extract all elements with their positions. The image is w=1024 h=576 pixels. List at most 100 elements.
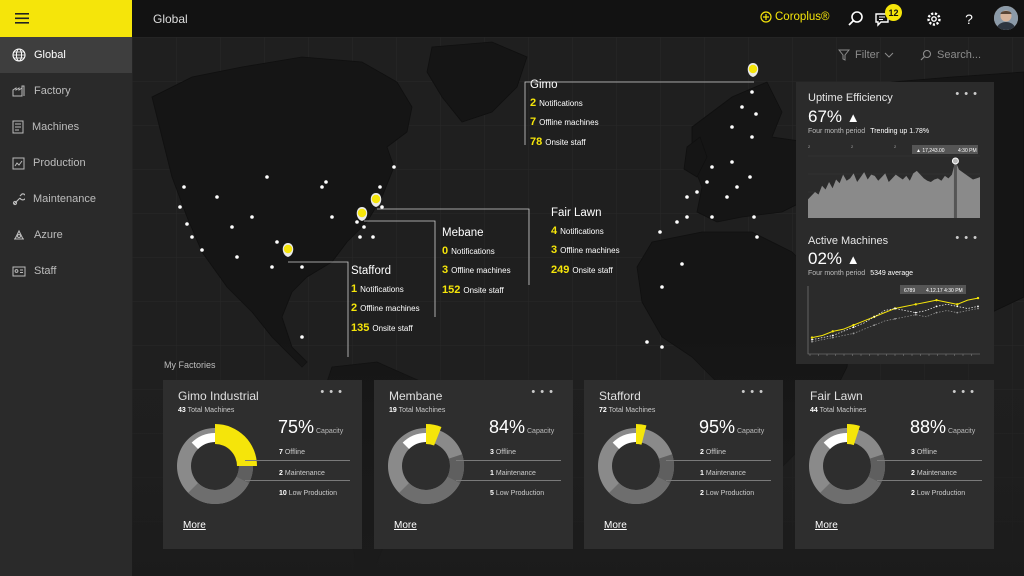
- search-icon[interactable]: [847, 10, 865, 28]
- map-label-gimo: Gimo 2 Notifications 7 Offline machines 78…: [530, 77, 599, 152]
- sidebar-item-factory[interactable]: Factory: [0, 73, 132, 109]
- brand-logo[interactable]: Coroplus®: [760, 11, 830, 23]
- factory-card[interactable]: Stafford 72 Total Machines • • • 95% Cap…: [584, 380, 783, 549]
- filter-icon: [838, 49, 850, 61]
- more-options-button[interactable]: • • •: [320, 386, 343, 398]
- series-point: [914, 311, 917, 314]
- more-options-button[interactable]: • • •: [741, 386, 764, 398]
- city-dot: [705, 180, 709, 184]
- city-dot: [695, 190, 699, 194]
- offline-count: 2: [351, 302, 358, 315]
- staff-label: Onsite staff: [572, 265, 613, 275]
- city-dot: [182, 185, 186, 189]
- low-production-row: 5 Low Production: [490, 490, 544, 497]
- sidebar-item-label: Azure: [34, 229, 63, 241]
- city-dot: [275, 240, 279, 244]
- active-line-chart: 6789 4.12.17 4:30 PM: [807, 285, 980, 356]
- city-dot: [658, 230, 662, 234]
- tooltip-value: 6789: [904, 288, 915, 294]
- factory-name: Fair Lawn: [551, 207, 602, 219]
- city-dot: [710, 215, 714, 219]
- city-dot: [215, 195, 219, 199]
- capacity-donut-chart: [388, 424, 464, 504]
- more-link[interactable]: More: [604, 520, 627, 531]
- offline-row: 2 Offline: [700, 449, 726, 456]
- notifications-count: 0: [442, 245, 449, 257]
- more-options-button[interactable]: • • •: [955, 232, 978, 244]
- series-point: [894, 307, 896, 310]
- sidebar-item-machines[interactable]: Machines: [0, 109, 132, 145]
- sidebar-item-maintenance[interactable]: Maintenance: [0, 181, 132, 217]
- average-note: 5349 average: [870, 270, 914, 277]
- factory-card[interactable]: Membane 19 Total Machines • • • 84% Capa…: [374, 380, 573, 549]
- more-link[interactable]: More: [394, 520, 417, 531]
- trend-note: Trending up 1.78%: [870, 128, 930, 135]
- trend-up-icon: ▲: [846, 252, 860, 267]
- map-pin-mebane[interactable]: [356, 207, 368, 229]
- series-point: [831, 330, 834, 333]
- highlight-point: [951, 157, 959, 165]
- donut-low-production-segment: [399, 476, 460, 504]
- factory-card[interactable]: Gimo Industrial 43 Total Machines • • • …: [163, 380, 362, 549]
- sidebar-item-label: Factory: [34, 85, 71, 97]
- sidebar-item-staff[interactable]: Staff: [0, 253, 132, 289]
- city-dot: [358, 235, 362, 239]
- more-options-button[interactable]: • • •: [952, 386, 975, 398]
- user-avatar[interactable]: [994, 6, 1018, 30]
- series-point: [831, 334, 834, 337]
- map-pin-fairlawn[interactable]: [370, 193, 382, 215]
- low-production-count: 2: [700, 490, 704, 497]
- notifications-count: 1: [351, 283, 358, 295]
- map-pin-gimo[interactable]: [747, 63, 759, 85]
- notifications-count: 2: [530, 97, 537, 109]
- sidebar-item-azure[interactable]: Azure: [0, 217, 132, 253]
- more-options-button[interactable]: • • •: [531, 386, 554, 398]
- sidebar-item-global[interactable]: Global: [0, 37, 132, 73]
- city-dot: [754, 112, 758, 116]
- divider: [456, 480, 561, 481]
- series-point: [977, 305, 979, 308]
- more-link[interactable]: More: [815, 520, 838, 531]
- sidebar-item-label: Maintenance: [33, 193, 96, 205]
- factory-name: Stafford: [351, 265, 392, 277]
- offline-label: Offline machines: [451, 266, 511, 276]
- settings-gear-icon[interactable]: [925, 10, 943, 28]
- uptime-area-chart: ▲ 17,243.00 4:30 PM 2 2 2: [808, 144, 980, 218]
- map-pin-stafford[interactable]: [282, 243, 294, 265]
- hamburger-menu-button[interactable]: [0, 0, 132, 37]
- low-production-row: 2 Low Production: [911, 490, 965, 497]
- total-label: Total Machines: [608, 407, 656, 414]
- total-count: 72: [599, 407, 607, 414]
- more-options-button[interactable]: • • •: [955, 88, 978, 100]
- city-dot: [190, 235, 194, 239]
- maintenance-row: 2 Maintenance: [911, 470, 957, 477]
- series-point: [831, 336, 834, 339]
- offline-label: Offline: [705, 449, 726, 456]
- map-label-mebane: Mebane 0 Notifications 3 Offline machines …: [442, 225, 511, 300]
- city-dot: [178, 205, 182, 209]
- search-field[interactable]: Search...: [920, 49, 981, 61]
- city-dot: [378, 185, 382, 189]
- filter-dropdown[interactable]: Filter: [838, 49, 894, 61]
- notifications-label: Notifications: [360, 285, 404, 294]
- factory-card[interactable]: Fair Lawn 44 Total Machines • • • 88% Ca…: [795, 380, 994, 549]
- capacity-donut-chart: [598, 424, 674, 504]
- donut-maintenance-segment: [657, 454, 674, 484]
- city-dot: [660, 345, 664, 349]
- offline-row: 3 Offline: [911, 449, 937, 456]
- help-icon[interactable]: ?: [960, 10, 978, 28]
- top-bar: Global Coroplus® 12 ?: [0, 0, 1024, 37]
- sidebar-item-production[interactable]: Production: [0, 145, 132, 181]
- city-dot: [750, 135, 754, 139]
- maintenance-count: 1: [700, 470, 704, 477]
- low-production-count: 10: [279, 490, 287, 497]
- series-point: [977, 307, 979, 310]
- more-link[interactable]: More: [183, 520, 206, 531]
- factory-card-name: Gimo Industrial: [178, 389, 259, 403]
- donut-offline-segment: [612, 433, 636, 450]
- city-dot: [185, 222, 189, 226]
- city-dot: [750, 90, 754, 94]
- offline-label: Offline machines: [360, 304, 420, 314]
- city-dot: [300, 335, 304, 339]
- staff-count: 78: [530, 135, 543, 148]
